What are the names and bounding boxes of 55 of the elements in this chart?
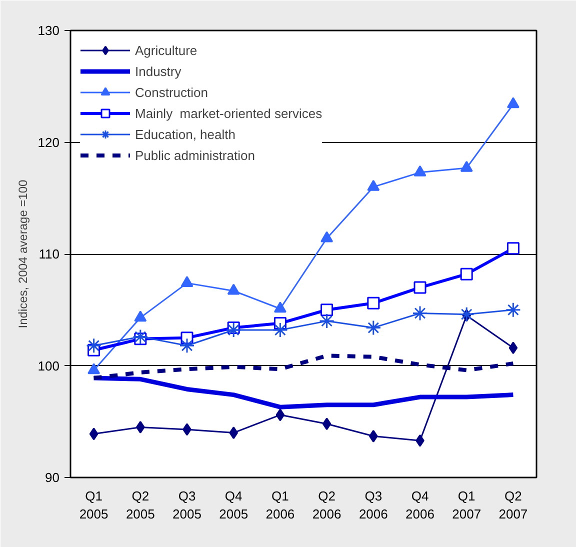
point	[179, 338, 195, 354]
point	[414, 165, 426, 176]
y-axis-title: Indices, 2004 average =100	[16, 179, 30, 328]
point	[274, 302, 286, 313]
point	[226, 322, 242, 338]
legend-label: Public administration	[135, 148, 255, 162]
legend-label: Education, health	[135, 126, 236, 142]
x-tick-label: Q3 2006	[358, 488, 388, 522]
point	[367, 296, 380, 310]
point	[506, 97, 520, 108]
point	[412, 305, 428, 321]
point	[460, 160, 473, 172]
point	[136, 420, 145, 434]
point	[322, 418, 332, 430]
point	[460, 268, 473, 280]
point	[319, 313, 335, 329]
x-tick-label: Q3 2005	[172, 488, 202, 522]
x-tick-label: Q4 2006	[406, 488, 434, 522]
y-tick-label: 130	[38, 23, 60, 38]
x-tick-label: Q1 2006	[266, 488, 295, 522]
x-tick-label: Q1 2007	[452, 488, 482, 522]
point	[276, 408, 285, 422]
point	[458, 306, 474, 322]
x-tick-label: Q4 2005	[219, 488, 248, 522]
x-tick-label: Q2 2007	[498, 488, 528, 522]
point	[414, 281, 426, 294]
point	[134, 310, 147, 322]
point	[506, 242, 520, 255]
point	[320, 304, 334, 316]
point	[505, 302, 521, 318]
y-tick-label: 100	[38, 358, 60, 374]
point	[366, 320, 382, 336]
x-tick-label: Q1 2005	[79, 488, 108, 522]
point	[320, 231, 334, 242]
point	[88, 363, 100, 374]
point	[508, 342, 518, 354]
legend-label: Mainly market-oriented services	[135, 106, 322, 120]
point	[272, 322, 288, 338]
x-tick-label: Q2 2006	[312, 488, 342, 522]
point	[132, 328, 148, 344]
x-tick-label: Q2 2005	[126, 488, 155, 522]
point	[89, 428, 98, 440]
point	[367, 180, 380, 191]
point	[86, 338, 102, 354]
y-tick-label: 90	[45, 470, 60, 485]
y-tick-label: 110	[38, 246, 60, 262]
line-series	[92, 376, 516, 410]
point	[368, 430, 378, 442]
legend-label: Construction	[135, 84, 208, 100]
legend-label: Industry	[135, 64, 182, 78]
point	[229, 426, 238, 440]
legend-label: Agriculture	[135, 42, 198, 58]
point	[180, 276, 194, 287]
y-tick-label: 120	[38, 134, 60, 150]
point	[227, 284, 240, 295]
